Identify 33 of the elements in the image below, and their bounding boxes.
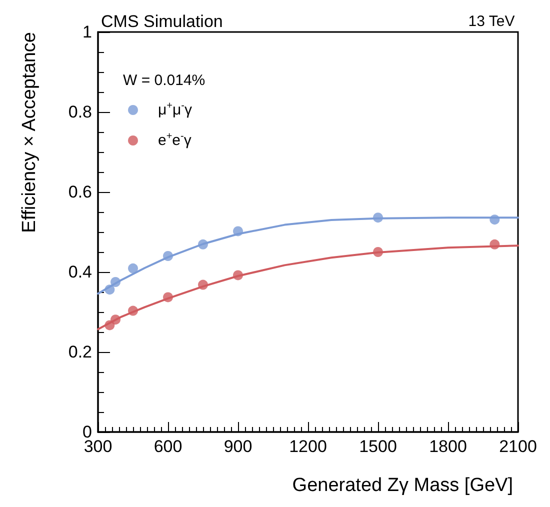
y-tick-label: 0.2	[68, 342, 92, 362]
x-tick-label: 600	[154, 437, 182, 456]
point	[163, 292, 173, 302]
x-tick-label: 2100	[499, 437, 537, 456]
point	[490, 239, 500, 250]
point	[233, 270, 243, 280]
point	[128, 263, 138, 274]
x-tick-label: 1500	[359, 437, 397, 456]
y-tick-label: 1	[82, 22, 92, 42]
y-tick-label: 0.4	[68, 262, 92, 282]
point	[128, 306, 138, 316]
legend-label: e+e-γ	[158, 131, 192, 149]
y-tick-label: 0.8	[68, 102, 92, 122]
legend-title: W = 0.014%	[123, 72, 206, 89]
x-axis-title: Generated Zγ Mass [GeV]	[292, 475, 514, 496]
chart-title: CMS Simulation	[101, 12, 223, 31]
point	[233, 226, 243, 236]
point	[110, 277, 120, 287]
point	[198, 239, 208, 250]
y-tick-label: 0.6	[68, 182, 92, 202]
chart-subtitle: 13 TeV	[468, 13, 515, 30]
point	[104, 284, 115, 295]
point	[110, 314, 120, 325]
legend-label: μ+μ-γ	[158, 100, 192, 118]
x-tick-label: 1800	[429, 437, 467, 456]
point	[490, 214, 500, 225]
point	[163, 251, 173, 261]
point	[373, 247, 383, 257]
point	[373, 212, 383, 223]
point	[198, 280, 208, 290]
y-axis-title: Efficiency × Acceptance	[19, 32, 40, 233]
x-tick-label: 900	[224, 437, 252, 456]
x-tick-label: 1200	[289, 437, 327, 456]
